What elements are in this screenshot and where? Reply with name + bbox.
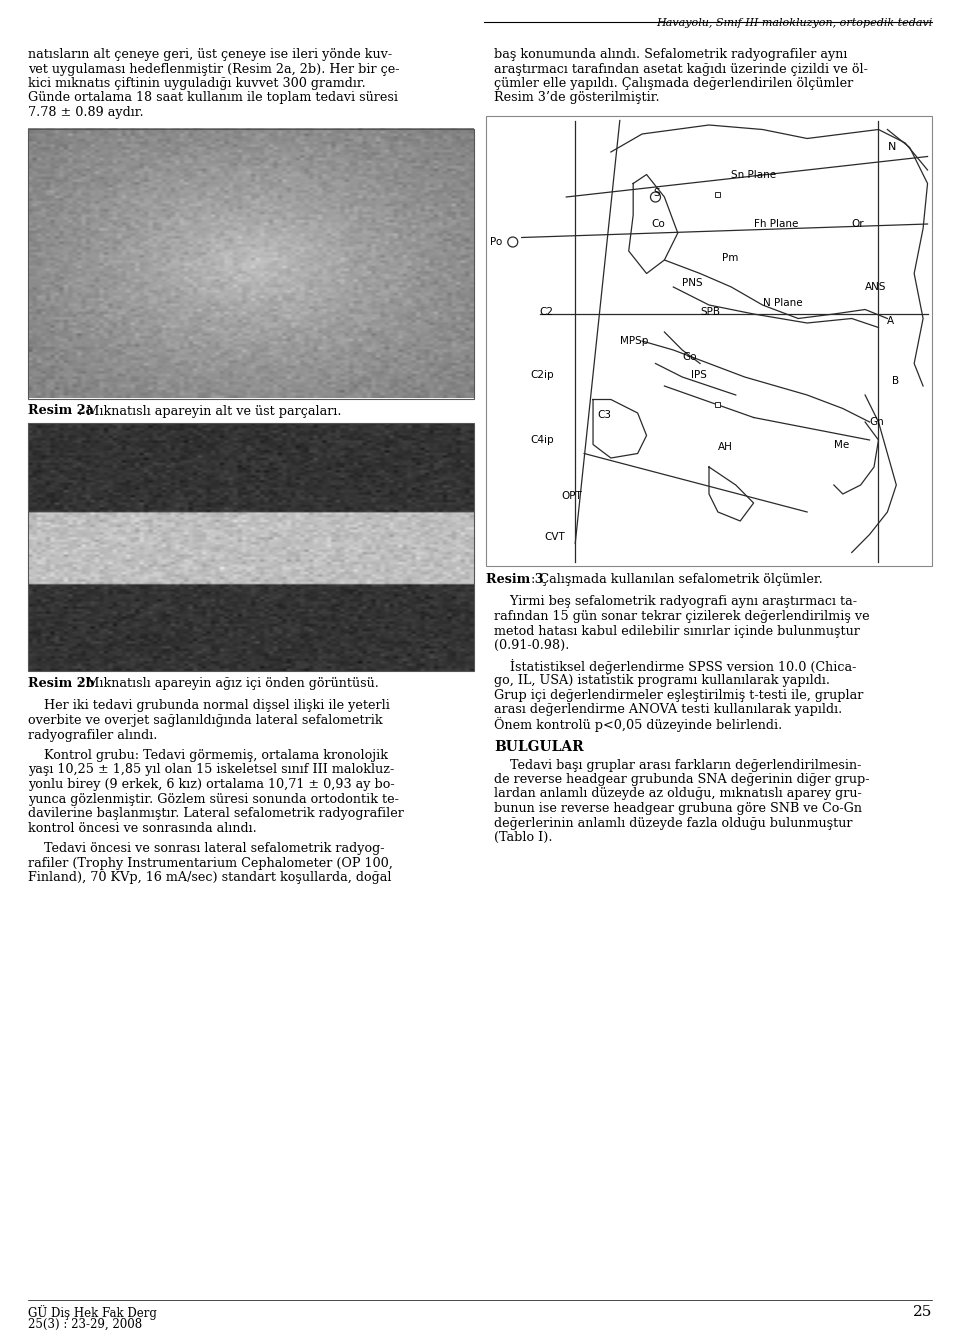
Text: C2ip: C2ip	[531, 370, 554, 380]
Bar	[28, 423, 474, 672]
Text: IPS: IPS	[691, 370, 707, 380]
Text: Pm: Pm	[722, 253, 739, 263]
Text: Or: Or	[852, 219, 864, 229]
Text: A: A	[887, 315, 895, 326]
Text: arası değerlendirme ANOVA testi kullanılarak yapıldı.: arası değerlendirme ANOVA testi kullanıl…	[494, 704, 842, 716]
Text: yaşı 10,25 ± 1,85 yıl olan 15 iskeletsel sınıf III malokluz-: yaşı 10,25 ± 1,85 yıl olan 15 iskeletsel…	[28, 763, 395, 777]
Text: : Çalışmada kullanılan sefalometrik ölçümler.: : Çalışmada kullanılan sefalometrik ölçü…	[527, 573, 823, 587]
Text: : Mıknatıslı apareyin ağız içi önden görüntüsü.: : Mıknatıslı apareyin ağız içi önden gör…	[75, 677, 379, 690]
Text: B: B	[892, 376, 899, 387]
Text: OPT: OPT	[562, 491, 583, 501]
Text: Resim 3: Resim 3	[486, 573, 543, 587]
Text: 7.78 ± 0.89 aydır.: 7.78 ± 0.89 aydır.	[28, 106, 144, 118]
Text: davilerine başlanmıştır. Lateral sefalometrik radyografiler: davilerine başlanmıştır. Lateral sefalom…	[28, 807, 404, 821]
Text: Tedavi öncesi ve sonrası lateral sefalometrik radyog-: Tedavi öncesi ve sonrası lateral sefalom…	[28, 842, 385, 855]
Text: Her iki tedavi grubunda normal dişsel ilişki ile yeterli: Her iki tedavi grubunda normal dişsel il…	[28, 700, 390, 713]
Text: Go: Go	[683, 351, 697, 362]
Text: rafiler (Trophy Instrumentarium Cephalometer (OP 100,: rafiler (Trophy Instrumentarium Cephalom…	[28, 857, 393, 870]
Text: değerlerinin anlamlı düzeyde fazla olduğu bulunmuştur: değerlerinin anlamlı düzeyde fazla olduğ…	[494, 817, 852, 830]
Text: AH: AH	[718, 442, 732, 452]
Text: Tedavi başı gruplar arası farkların değerlendirilmesin-: Tedavi başı gruplar arası farkların değe…	[494, 758, 861, 771]
Text: yonlu birey (9 erkek, 6 kız) ortalama 10,71 ± 0,93 ay bo-: yonlu birey (9 erkek, 6 kız) ortalama 10…	[28, 778, 395, 791]
Text: : Mıknatıslı apareyin alt ve üst parçaları.: : Mıknatıslı apareyin alt ve üst parçala…	[75, 404, 342, 418]
Text: natısların alt çeneye geri, üst çeneye ise ileri yönde kuv-: natısların alt çeneye geri, üst çeneye i…	[28, 48, 392, 61]
Text: metod hatası kabul edilebilir sınırlar içinde bulunmuştur: metod hatası kabul edilebilir sınırlar i…	[494, 625, 860, 637]
Text: (Tablo I).: (Tablo I).	[494, 831, 553, 845]
Text: Resim 2b: Resim 2b	[28, 677, 94, 690]
Text: N Plane: N Plane	[762, 298, 803, 307]
Text: Havayolu, Sınıf III malokluzyon, ortopedik tedavi: Havayolu, Sınıf III malokluzyon, ortoped…	[656, 19, 932, 28]
Text: Po: Po	[491, 237, 503, 247]
Text: çümler elle yapıldı. Çalışmada değerlendirilen ölçümler: çümler elle yapıldı. Çalışmada değerlend…	[494, 77, 853, 90]
Text: kontrol öncesi ve sonrasında alındı.: kontrol öncesi ve sonrasında alındı.	[28, 822, 256, 834]
Text: radyografiler alındı.: radyografiler alındı.	[28, 729, 157, 742]
Text: go, IL, USA) istatistik programı kullanılarak yapıldı.: go, IL, USA) istatistik programı kullanı…	[494, 674, 830, 688]
Bar	[715, 402, 720, 407]
Bar	[486, 116, 932, 567]
Text: baş konumunda alındı. Sefalometrik radyografiler aynı: baş konumunda alındı. Sefalometrik radyo…	[494, 48, 848, 61]
Text: MPSp: MPSp	[620, 336, 648, 346]
Text: de reverse headgear grubunda SNA değerinin diğer grup-: de reverse headgear grubunda SNA değerin…	[494, 773, 870, 786]
Text: S: S	[653, 188, 660, 197]
Text: Fh Plane: Fh Plane	[754, 219, 798, 229]
Text: Önem kontrolü p<0,05 düzeyinde belirlendi.: Önem kontrolü p<0,05 düzeyinde belirlend…	[494, 717, 782, 733]
Text: Me: Me	[834, 439, 850, 450]
Text: PNS: PNS	[683, 278, 703, 287]
Text: Resim 3’de gösterilmiştir.: Resim 3’de gösterilmiştir.	[494, 92, 660, 105]
Text: 25(3) : 23-29, 2008: 25(3) : 23-29, 2008	[28, 1318, 142, 1330]
Text: BULGULAR: BULGULAR	[494, 739, 584, 754]
Text: Finland), 70 KVp, 16 mA/sec) standart koşullarda, doğal: Finland), 70 KVp, 16 mA/sec) standart ko…	[28, 871, 392, 884]
Text: C4ip: C4ip	[531, 435, 554, 446]
Text: vet uygulaması hedeflenmiştir (Resim 2a, 2b). Her bir çe-: vet uygulaması hedeflenmiştir (Resim 2a,…	[28, 63, 399, 76]
Text: Gn: Gn	[870, 418, 884, 427]
Text: C2: C2	[540, 307, 554, 317]
Text: Grup içi değerlendirmeler eşleştirilmiş t-testi ile, gruplar: Grup içi değerlendirmeler eşleştirilmiş …	[494, 689, 863, 701]
Text: Günde ortalama 18 saat kullanım ile toplam tedavi süresi: Günde ortalama 18 saat kullanım ile topl…	[28, 92, 398, 105]
Text: 25: 25	[913, 1305, 932, 1319]
Text: lardan anlamlı düzeyde az olduğu, mıknatıslı aparey gru-: lardan anlamlı düzeyde az olduğu, mıknat…	[494, 787, 862, 801]
Text: bunun ise reverse headgear grubuna göre SNB ve Co-Gn: bunun ise reverse headgear grubuna göre …	[494, 802, 862, 815]
Text: overbite ve overjet sağlanıldığında lateral sefalometrik: overbite ve overjet sağlanıldığında late…	[28, 714, 383, 728]
Text: SPB: SPB	[700, 307, 720, 317]
Text: ANS: ANS	[865, 282, 887, 293]
Text: araştırmacı tarafından asetat kağıdı üzerinde çizildi ve öl-: araştırmacı tarafından asetat kağıdı üze…	[494, 63, 868, 76]
Bar	[715, 193, 720, 197]
Text: Kontrol grubu: Tedavi görmemiş, ortalama kronolojik: Kontrol grubu: Tedavi görmemiş, ortalama…	[28, 749, 388, 762]
Text: Yirmi beş sefalometrik radyografi aynı araştırmacı ta-: Yirmi beş sefalometrik radyografi aynı a…	[494, 596, 857, 609]
Text: GÜ Diş Hek Fak Derg: GÜ Diş Hek Fak Derg	[28, 1305, 156, 1319]
Text: C3: C3	[597, 410, 612, 420]
Text: İstatistiksel değerlendirme SPSS version 10.0 (Chica-: İstatistiksel değerlendirme SPSS version…	[494, 660, 856, 674]
Text: rafından 15 gün sonar tekrar çizilerek değerlendirilmiş ve: rafından 15 gün sonar tekrar çizilerek d…	[494, 610, 870, 622]
Text: Resim 2a: Resim 2a	[28, 404, 94, 418]
Text: kici mıknatıs çiftinin uyguladığı kuvvet 300 gramdır.: kici mıknatıs çiftinin uyguladığı kuvvet…	[28, 77, 366, 90]
Text: CVT: CVT	[544, 532, 564, 541]
Text: N: N	[887, 142, 896, 153]
Text: Sn Plane: Sn Plane	[732, 169, 777, 180]
Text: Co: Co	[651, 219, 664, 229]
Text: yunca gözlenmiştir. Gözlem süresi sonunda ortodontik te-: yunca gözlenmiştir. Gözlem süresi sonund…	[28, 793, 398, 806]
Text: (0.91-0.98).: (0.91-0.98).	[494, 638, 569, 652]
Bar	[28, 129, 474, 399]
